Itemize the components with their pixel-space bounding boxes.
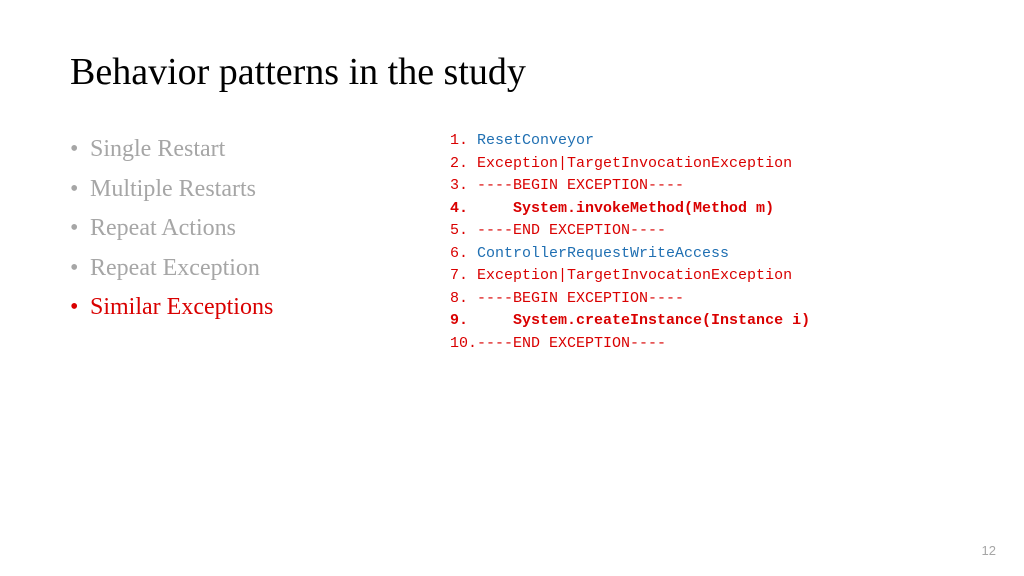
code-text: ResetConveyor [477, 132, 594, 149]
bullet-label: Similar Exceptions [90, 294, 273, 320]
line-number: 1. [450, 132, 477, 149]
line-number: 8. [450, 290, 477, 307]
bullet-item: Repeat Exception [70, 249, 410, 289]
code-line: 10.----END EXCEPTION---- [450, 333, 954, 356]
code-line: 1. ResetConveyor [450, 130, 954, 153]
bullet-list: Single Restart Multiple Restarts Repeat … [70, 130, 410, 355]
code-text: ----BEGIN EXCEPTION---- [477, 177, 684, 194]
code-text: ----END EXCEPTION---- [477, 335, 666, 352]
line-number: 6. [450, 245, 477, 262]
line-number: 9. [450, 312, 477, 329]
code-line: 3. ----BEGIN EXCEPTION---- [450, 175, 954, 198]
content-row: Single Restart Multiple Restarts Repeat … [70, 130, 954, 355]
code-line: 7. Exception|TargetInvocationException [450, 265, 954, 288]
code-text: ----END EXCEPTION---- [477, 222, 666, 239]
code-text: System.invokeMethod(Method m) [477, 200, 774, 217]
slide: Behavior patterns in the study Single Re… [0, 0, 1024, 576]
code-line: 6. ControllerRequestWriteAccess [450, 243, 954, 266]
line-number: 3. [450, 177, 477, 194]
bullet-item-active: Similar Exceptions [70, 288, 410, 328]
code-text: Exception|TargetInvocationException [477, 267, 792, 284]
bullet-label: Repeat Actions [90, 215, 236, 241]
line-number: 5. [450, 222, 477, 239]
bullet-item: Multiple Restarts [70, 170, 410, 210]
page-number: 12 [982, 543, 996, 558]
slide-title: Behavior patterns in the study [70, 50, 954, 94]
code-text: ControllerRequestWriteAccess [477, 245, 729, 262]
code-line: 9. System.createInstance(Instance i) [450, 310, 954, 333]
code-block: 1. ResetConveyor 2. Exception|TargetInvo… [450, 130, 954, 355]
bullet-item: Repeat Actions [70, 209, 410, 249]
code-line: 5. ----END EXCEPTION---- [450, 220, 954, 243]
line-number: 4. [450, 200, 477, 217]
bullet-item: Single Restart [70, 130, 410, 170]
bullet-label: Multiple Restarts [90, 176, 256, 202]
line-number: 10. [450, 335, 477, 352]
bullet-label: Single Restart [90, 136, 225, 162]
code-text: Exception|TargetInvocationException [477, 155, 792, 172]
code-line: 2. Exception|TargetInvocationException [450, 153, 954, 176]
code-line: 8. ----BEGIN EXCEPTION---- [450, 288, 954, 311]
code-text: System.createInstance(Instance i) [477, 312, 810, 329]
line-number: 2. [450, 155, 477, 172]
code-text: ----BEGIN EXCEPTION---- [477, 290, 684, 307]
code-line: 4. System.invokeMethod(Method m) [450, 198, 954, 221]
bullet-label: Repeat Exception [90, 255, 260, 281]
line-number: 7. [450, 267, 477, 284]
